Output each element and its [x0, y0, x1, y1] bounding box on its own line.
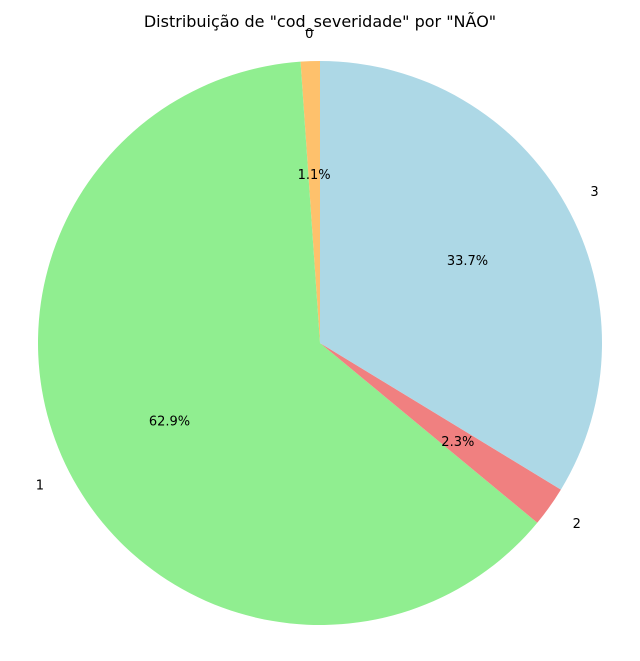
pie-slice-1 — [37, 61, 538, 625]
slice-percent-0: 1.1% — [298, 168, 331, 183]
pie-slice-0 — [300, 61, 320, 343]
slice-percent-2: 2.3% — [441, 435, 474, 450]
slice-label-3: 3 — [590, 185, 598, 200]
slice-label-0: 0 — [305, 27, 313, 42]
slice-label-2: 2 — [573, 517, 581, 532]
pie-labels: 0 1.1% 1 62.9% 2 2.3% 3 33.7% — [36, 27, 599, 532]
pie-slices — [37, 61, 603, 625]
pie-slice-3 — [320, 61, 603, 490]
pie-slice-2 — [320, 343, 561, 523]
slice-percent-1: 62.9% — [149, 414, 190, 429]
slice-label-1: 1 — [36, 479, 44, 494]
chart-title: Distribuição de "cod_severidade" por "NÃ… — [144, 12, 496, 32]
slice-percent-3: 33.7% — [447, 254, 488, 269]
